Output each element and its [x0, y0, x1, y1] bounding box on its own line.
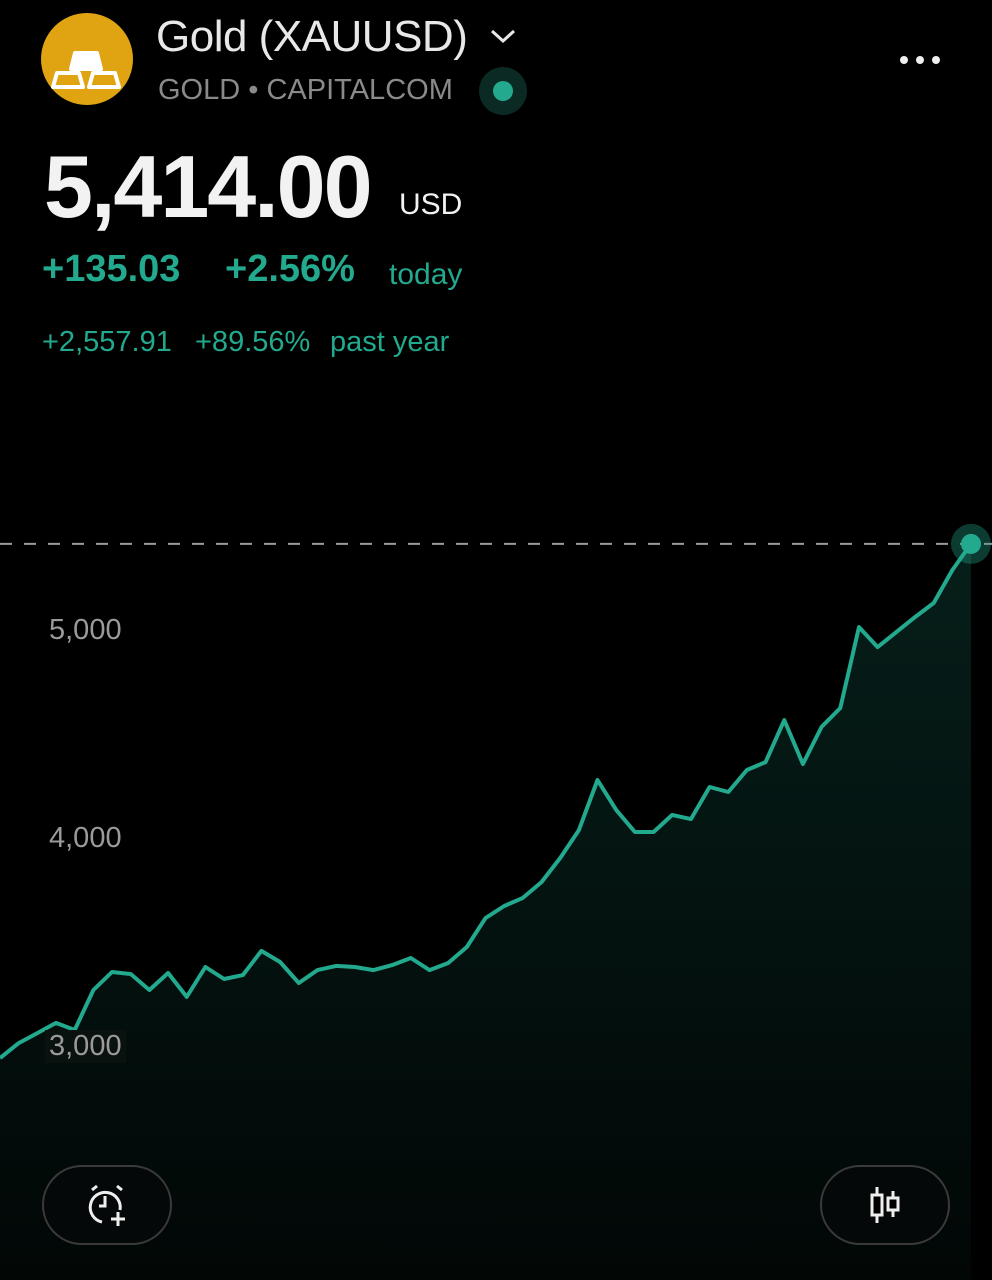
- change-today: +135.03: [42, 248, 181, 290]
- last-price: 5,414.00: [44, 137, 373, 236]
- chevron-down-icon[interactable]: [488, 22, 518, 52]
- candlestick-icon: [870, 1187, 900, 1223]
- change-year-pct: +89.56%: [195, 326, 311, 358]
- add-alert-button[interactable]: [42, 1165, 172, 1245]
- change-year: +2,557.91: [42, 326, 172, 358]
- symbol-title[interactable]: Gold (XAUUSD): [156, 12, 468, 61]
- price-area: [0, 543, 971, 1280]
- symbol-subtitle: GOLD • CAPITALCOM: [158, 74, 453, 107]
- alarm-plus-icon: [88, 1184, 125, 1226]
- y-tick-label: 4,000: [49, 822, 122, 854]
- market-open-indicator: [479, 67, 527, 115]
- last-price-marker: [961, 533, 981, 554]
- gold-logo: [41, 13, 133, 105]
- year-label: past year: [330, 326, 450, 358]
- more-options-icon[interactable]: [896, 50, 944, 70]
- change-today-pct: +2.56%: [225, 248, 355, 290]
- today-label: today: [389, 258, 463, 291]
- y-tick-label: 5,000: [49, 614, 122, 646]
- price-line: [0, 542, 973, 1060]
- currency: USD: [399, 188, 463, 221]
- ticker: GOLD: [158, 74, 241, 106]
- y-tick-label: 3,000: [45, 1030, 126, 1063]
- gold-bars-icon: [51, 51, 121, 89]
- chart-type-button[interactable]: [820, 1165, 950, 1245]
- separator: •: [248, 74, 259, 106]
- exchange: CAPITALCOM: [266, 74, 453, 106]
